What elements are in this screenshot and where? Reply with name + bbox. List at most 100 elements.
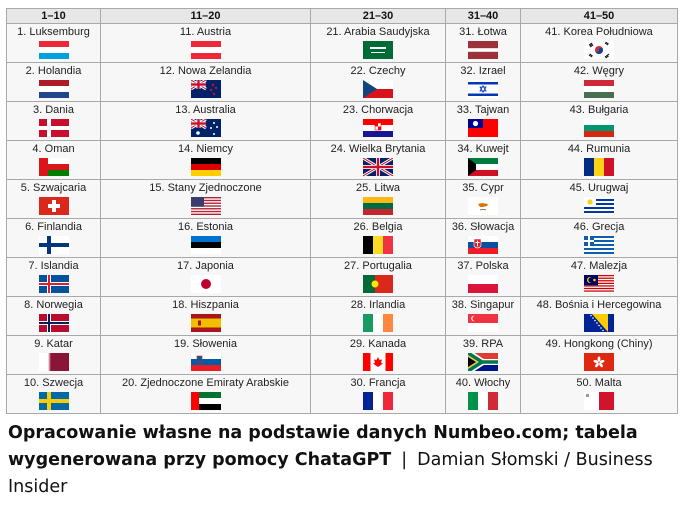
hong-kong-flag (584, 353, 614, 371)
greece-flag (584, 236, 614, 254)
country-label: 23. Chorwacja (342, 104, 414, 116)
country-label: 5. Szwajcaria (20, 182, 87, 194)
japan-flag (190, 275, 221, 293)
country-label: 46. Grecja (573, 221, 625, 233)
slovenia-flag (190, 353, 221, 371)
country-label: 15. Stany Zjednoczone (149, 182, 262, 194)
country-label: 48. Bośnia i Hercegowina (536, 299, 662, 311)
country-label: 42. Węgry (573, 65, 625, 77)
country-cell: 26. Belgia (310, 218, 446, 258)
spain-flag (190, 314, 221, 332)
country-label: 28. Irlandia (350, 299, 406, 311)
country-cell: 30. Francja (310, 374, 446, 414)
slovakia-flag (468, 236, 498, 254)
country-label: 18. Hiszpania (172, 299, 239, 311)
country-label: 40. Włochy (455, 377, 511, 389)
ireland-flag (363, 314, 393, 332)
country-cell: 48. Bośnia i Hercegowina (520, 296, 678, 336)
belgium-flag (363, 236, 393, 254)
country-label: 21. Arabia Saudyjska (326, 26, 430, 38)
poland-flag (468, 275, 498, 293)
country-cell: 32. Izrael (445, 62, 521, 102)
ranking-table-container: 1–10 11–20 21–30 31–40 41–50 1. Luksembu… (6, 8, 678, 414)
country-cell: 37. Polska (445, 257, 521, 297)
romania-flag (584, 158, 614, 176)
country-label: 16. Estonia (177, 221, 234, 233)
austria-flag (190, 41, 221, 59)
country-cell: 7. Islandia (6, 257, 101, 297)
country-cell: 11. Austria (100, 23, 311, 63)
country-cell: 25. Litwa (310, 179, 446, 219)
uk-flag (363, 158, 393, 176)
country-cell: 44. Rumunia (520, 140, 678, 180)
italy-flag (468, 392, 498, 410)
luxembourg-flag (38, 41, 69, 59)
image-caption: Opracowanie własne na podstawie danych N… (8, 420, 678, 501)
country-label: 50. Malta (576, 377, 622, 389)
country-cell: 42. Węgry (520, 62, 678, 102)
country-cell: 6. Finlandia (6, 218, 101, 258)
new-zealand-flag (190, 80, 221, 98)
malta-flag (584, 392, 614, 410)
table-row: 8. Norwegia 18. Hiszpania 28. Irlandia 38. … (6, 296, 678, 336)
finland-flag (38, 236, 69, 254)
country-cell: 14. Niemcy (100, 140, 311, 180)
country-label: 43. Bułgaria (569, 104, 629, 116)
country-cell: 22. Czechy (310, 62, 446, 102)
country-label: 3. Dania (33, 104, 74, 116)
country-cell: 19. Słowenia (100, 335, 311, 375)
south-korea-flag (584, 41, 614, 59)
country-cell: 10. Szwecja (6, 374, 101, 414)
lithuania-flag (363, 197, 393, 215)
country-cell: 12. Nowa Zelandia (100, 62, 311, 102)
country-cell: 15. Stany Zjednoczone (100, 179, 311, 219)
country-cell: 20. Zjednoczone Emiraty Arabskie (100, 374, 311, 414)
header-cell: 11–20 (100, 8, 311, 24)
country-label: 11. Austria (179, 26, 232, 38)
country-cell: 16. Estonia (100, 218, 311, 258)
hungary-flag (584, 80, 614, 98)
country-label: 47. Malezja (570, 260, 628, 272)
croatia-flag (363, 119, 393, 137)
norway-flag (38, 314, 69, 332)
country-label: 36. Słowacja (451, 221, 515, 233)
france-flag (363, 392, 393, 410)
south-africa-flag (468, 353, 498, 371)
country-cell: 43. Bułgaria (520, 101, 678, 141)
ranking-table: 1–10 11–20 21–30 31–40 41–50 1. Luksembu… (6, 8, 678, 414)
country-cell: 4. Oman (6, 140, 101, 180)
country-label: 41. Korea Południowa (545, 26, 653, 38)
iceland-flag (38, 275, 69, 293)
caption-separator: | (401, 450, 408, 470)
country-label: 22. Czechy (350, 65, 406, 77)
country-cell: 24. Wielka Brytania (310, 140, 446, 180)
country-label: 38. Singapur (451, 299, 515, 311)
country-cell: 31. Łotwa (445, 23, 521, 63)
cyprus-flag (468, 197, 498, 215)
switzerland-flag (38, 197, 69, 215)
table-row: 5. Szwajcaria 15. Stany Zjednoczone 25. Li… (6, 179, 678, 219)
country-label: 26. Belgia (353, 221, 403, 233)
country-cell: 1. Luksemburg (6, 23, 101, 63)
israel-flag (468, 80, 498, 98)
country-label: 25. Litwa (355, 182, 401, 194)
usa-flag (190, 197, 221, 215)
country-cell: 38. Singapur (445, 296, 521, 336)
table-row: 3. Dania 13. Australia 23. Chorwacja 33. Ta… (6, 101, 678, 141)
country-cell: 18. Hiszpania (100, 296, 311, 336)
country-cell: 36. Słowacja (445, 218, 521, 258)
country-cell: 27. Portugalia (310, 257, 446, 297)
uae-flag (190, 392, 221, 410)
table-row: 10. Szwecja 20. Zjednoczone Emiraty Arabs… (6, 374, 678, 414)
country-cell: 34. Kuwejt (445, 140, 521, 180)
table-row: 1. Luksemburg 11. Austria 21. Arabia Saudy… (6, 23, 678, 63)
country-cell: 17. Japonia (100, 257, 311, 297)
taiwan-flag (468, 119, 498, 137)
header-cell: 21–30 (310, 8, 446, 24)
portugal-flag (363, 275, 393, 293)
country-label: 12. Nowa Zelandia (159, 65, 252, 77)
country-label: 7. Islandia (28, 260, 79, 272)
country-cell: 29. Kanada (310, 335, 446, 375)
country-label: 34. Kuwejt (457, 143, 509, 155)
country-label: 20. Zjednoczone Emiraty Arabskie (122, 377, 289, 389)
